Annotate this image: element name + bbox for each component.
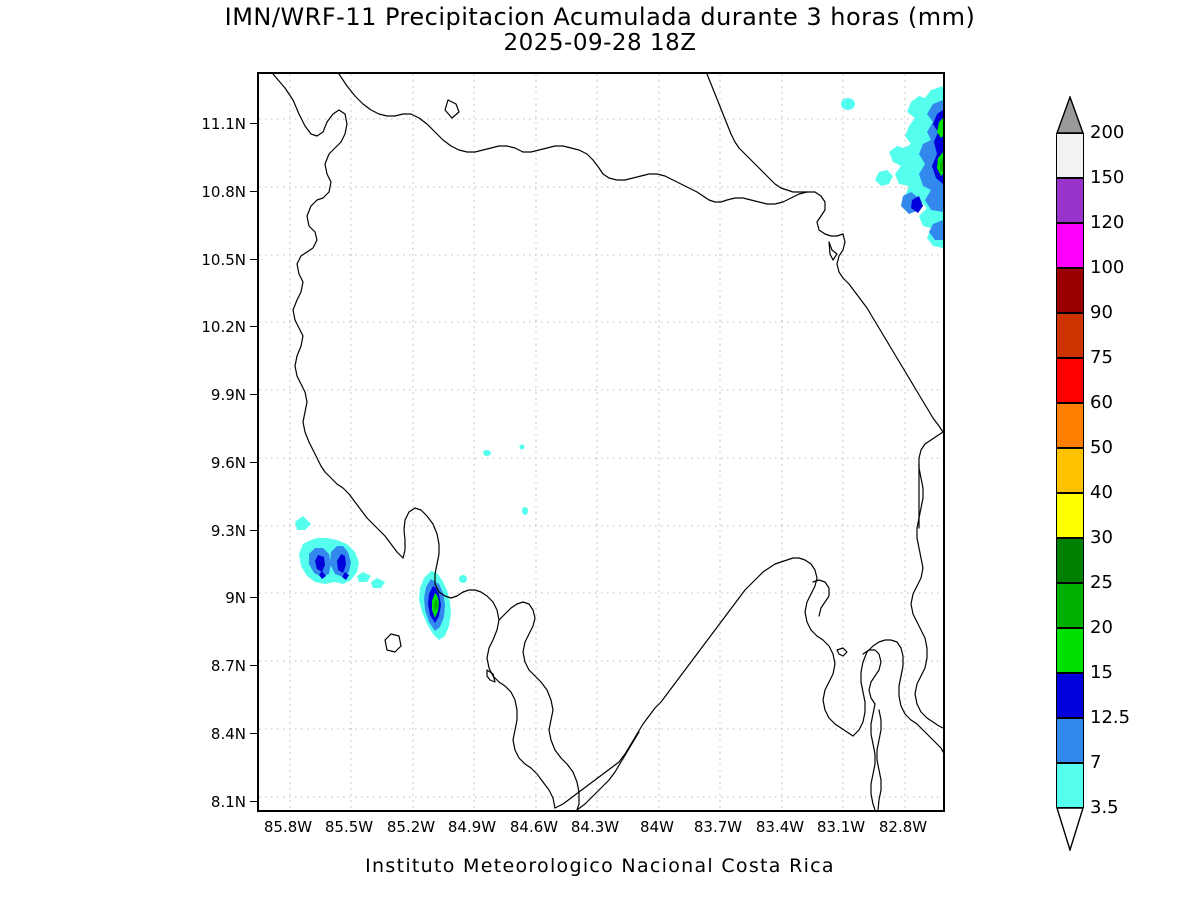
colorbar-band-120[interactable] <box>1056 223 1084 268</box>
colorbar-label: 90 <box>1090 302 1113 323</box>
x-axis-tick-label: 85.5W <box>324 818 374 836</box>
y-axis-tick <box>250 665 257 666</box>
footer-attribution: Instituto Meteorologico Nacional Costa R… <box>365 855 835 877</box>
precip-cell-pacific-east <box>419 571 451 640</box>
colorbar-label: 150 <box>1090 167 1125 188</box>
colorbar-band-50[interactable] <box>1056 448 1084 493</box>
grid-lines <box>259 74 943 810</box>
precip-specks <box>459 444 528 583</box>
colorbar-label: 7 <box>1090 752 1102 773</box>
colorbar-label: 25 <box>1090 572 1113 593</box>
x-axis-tick-label: 84W <box>640 818 674 836</box>
x-axis-tick-label: 82.8W <box>878 818 928 836</box>
chart-subtitle: 2025-09-28 18Z <box>503 30 697 56</box>
colorbar-label: 20 <box>1090 617 1113 638</box>
x-axis-tick-label: 84.6W <box>509 818 559 836</box>
x-axis-tick-label: 84.9W <box>447 818 497 836</box>
y-axis-tick <box>250 259 257 260</box>
x-axis-tick-label: 84.3W <box>570 818 620 836</box>
colorbar-under-arrow-icon <box>1056 807 1084 851</box>
y-axis-tick <box>250 597 257 598</box>
colorbar-band-60[interactable] <box>1056 403 1084 448</box>
x-axis-tick-label: 83.4W <box>755 818 805 836</box>
precip-cell-caribbean-ne <box>875 86 943 248</box>
colorbar-band-12.5[interactable] <box>1056 718 1084 763</box>
chart-title: IMN/WRF-11 Precipitacion Acumulada duran… <box>224 3 976 31</box>
colorbar-band-150[interactable] <box>1056 178 1084 223</box>
y-axis-tick-label: 9.6N <box>210 454 246 472</box>
x-axis-tick-label: 83.7W <box>693 818 743 836</box>
colorbar-label: 15 <box>1090 662 1113 683</box>
colorbar-label: 120 <box>1090 212 1125 233</box>
y-axis-tick <box>250 123 257 124</box>
y-axis-tick-label: 10.8N <box>201 183 246 201</box>
x-axis-tick-label: 85.2W <box>386 818 436 836</box>
colorbar-over-arrow-icon <box>1056 96 1084 134</box>
y-axis-tick-label: 10.2N <box>201 318 246 336</box>
x-axis-tick-label: 83.1W <box>816 818 866 836</box>
colorbar-band-15[interactable] <box>1056 673 1084 718</box>
colorbar-label: 50 <box>1090 437 1113 458</box>
colorbar-band-20[interactable] <box>1056 628 1084 673</box>
colorbar-band-200[interactable] <box>1056 133 1084 178</box>
y-axis-tick <box>250 326 257 327</box>
map-canvas <box>259 74 943 810</box>
y-axis-tick <box>250 394 257 395</box>
coastline-paths <box>272 74 943 810</box>
colorbar-label: 12.5 <box>1090 707 1131 728</box>
colorbar-label: 60 <box>1090 392 1113 413</box>
colorbar-band-25[interactable] <box>1056 583 1084 628</box>
colorbar-label: 200 <box>1090 122 1125 143</box>
colorbar-band-7[interactable] <box>1056 763 1084 808</box>
x-axis-tick-label: 85.8W <box>263 818 313 836</box>
y-axis-tick <box>250 801 257 802</box>
colorbar-band-100[interactable] <box>1056 268 1084 313</box>
colorbar-band-40[interactable] <box>1056 493 1084 538</box>
y-axis-tick <box>250 191 257 192</box>
y-axis-tick-label: 9.9N <box>210 386 246 404</box>
colorbar-label: 40 <box>1090 482 1113 503</box>
title-block: IMN/WRF-11 Precipitacion Acumulada duran… <box>0 4 1200 56</box>
y-axis-tick <box>250 530 257 531</box>
map-plot-area[interactable] <box>257 72 945 812</box>
y-axis-tick <box>250 462 257 463</box>
colorbar-label: 30 <box>1090 527 1113 548</box>
y-axis-tick <box>250 733 257 734</box>
colorbar-band-90[interactable] <box>1056 313 1084 358</box>
y-axis-tick-label: 9.3N <box>210 522 246 540</box>
y-axis-tick-label: 11.1N <box>201 115 246 133</box>
precip-speck-ne-offshore <box>841 98 855 110</box>
precip-cell-pacific-west <box>295 516 385 588</box>
colorbar[interactable] <box>1056 96 1084 851</box>
y-axis-tick-label: 10.5N <box>201 251 246 269</box>
colorbar-label: 75 <box>1090 347 1113 368</box>
colorbar-label: 3.5 <box>1090 797 1119 818</box>
colorbar-label: 100 <box>1090 257 1125 278</box>
colorbar-band-30[interactable] <box>1056 538 1084 583</box>
y-axis-tick-label: 8.1N <box>210 793 246 811</box>
y-axis-tick-label: 8.7N <box>210 657 246 675</box>
y-axis-tick-label: 8.4N <box>210 725 246 743</box>
y-axis-tick-label: 9N <box>225 589 246 607</box>
colorbar-band-75[interactable] <box>1056 358 1084 403</box>
